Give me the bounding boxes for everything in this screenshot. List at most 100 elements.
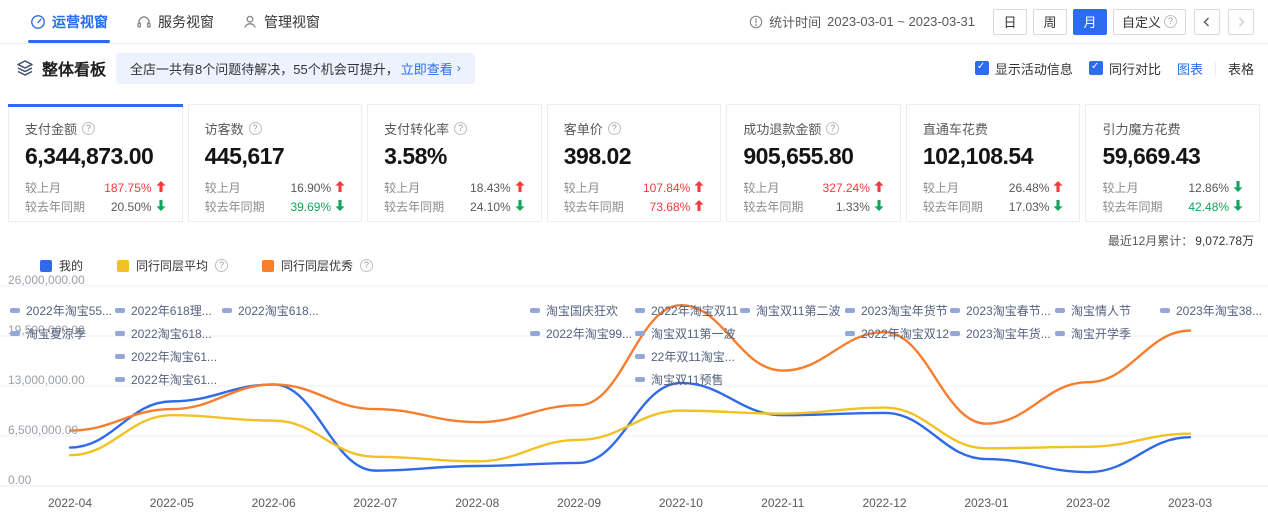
event-annotation[interactable]: 22年双11淘宝... bbox=[635, 348, 735, 365]
event-marker-icon bbox=[1160, 308, 1170, 313]
event-annotation[interactable]: 2022年618理... bbox=[115, 302, 212, 319]
kpi-mom-label: 较上月 bbox=[205, 179, 241, 198]
help-icon[interactable]: ? bbox=[608, 122, 621, 135]
kpi-yoy-pct: 42.48% bbox=[1188, 198, 1229, 217]
help-icon[interactable]: ? bbox=[1164, 15, 1177, 28]
nav-tab-dashboard[interactable]: 运营视窗 bbox=[16, 0, 122, 43]
tab-label: 管理视窗 bbox=[264, 12, 320, 32]
event-annotation[interactable]: 2022年淘宝99... bbox=[530, 325, 632, 342]
event-annotation[interactable]: 淘宝双11第一波 bbox=[635, 325, 735, 342]
event-annotation[interactable]: 2023淘宝春节... bbox=[950, 302, 1051, 319]
event-marker-icon bbox=[1055, 308, 1065, 313]
event-annotation[interactable]: 2022年淘宝61... bbox=[115, 371, 217, 388]
kpi-mom-label: 较上月 bbox=[25, 179, 61, 198]
view-table-option[interactable]: 表格 bbox=[1228, 59, 1254, 78]
kpi-card[interactable]: 支付转化率 ? 3.58% 较上月 18.43% 较去年同期 24.10% bbox=[367, 104, 542, 222]
kpi-value: 102,108.54 bbox=[923, 143, 1064, 170]
kpi-yoy-row: 较去年同期 20.50% bbox=[25, 198, 166, 217]
legend-label: 同行同层优秀 bbox=[281, 257, 353, 274]
chevron-left-icon bbox=[1202, 17, 1212, 27]
kpi-title: 引力魔方花费 bbox=[1102, 119, 1243, 138]
range-button-label: 月 bbox=[1083, 12, 1096, 31]
notice-link[interactable]: 立即查看 bbox=[401, 59, 453, 78]
trend-chart[interactable]: 26,000,000.0019,500,000.0013,000,000.006… bbox=[0, 276, 1268, 528]
event-annotation[interactable]: 淘宝情人节 bbox=[1055, 302, 1131, 319]
legend-swatch bbox=[40, 260, 52, 272]
event-marker-icon bbox=[635, 308, 645, 313]
kpi-card[interactable]: 访客数 ? 445,617 较上月 16.90% 较去年同期 39.69% bbox=[188, 104, 363, 222]
event-annotation[interactable]: 淘宝双11预售 bbox=[635, 371, 723, 388]
chevron-right-icon bbox=[1236, 17, 1246, 27]
series-line-同行同层平均[interactable] bbox=[70, 408, 1190, 462]
event-annotation-text: 2023年淘宝38... bbox=[1176, 302, 1262, 319]
legend-item[interactable]: 同行同层优秀 ? bbox=[262, 257, 373, 274]
kpi-mom-row: 较上月 327.24% bbox=[743, 179, 884, 198]
next-period-button[interactable] bbox=[1228, 9, 1254, 35]
kpi-title-text: 引力魔方花费 bbox=[1102, 119, 1180, 138]
nav-tab-headset[interactable]: 服务视窗 bbox=[122, 0, 228, 43]
x-axis-label: 2023-01 bbox=[964, 496, 1008, 510]
kpi-mom-row: 较上月 18.43% bbox=[384, 179, 525, 198]
event-annotation[interactable]: 2022年淘宝61... bbox=[115, 348, 217, 365]
event-annotation[interactable]: 2023淘宝年货节 bbox=[845, 302, 948, 319]
summary-value: 9,072.78万 bbox=[1195, 232, 1254, 249]
nav-tab-person[interactable]: 管理视窗 bbox=[228, 0, 334, 43]
help-icon[interactable]: ? bbox=[454, 122, 467, 135]
range-button[interactable]: 日 bbox=[993, 9, 1027, 35]
tab-label: 运营视窗 bbox=[52, 12, 108, 32]
help-icon[interactable]: ? bbox=[215, 259, 228, 272]
event-annotation[interactable]: 2023年淘宝38... bbox=[1160, 302, 1262, 319]
event-annotation[interactable]: 2022年淘宝双11 bbox=[635, 302, 738, 319]
view-chart-option[interactable]: 图表 bbox=[1177, 59, 1203, 78]
topbar-right: 统计时间 2023-03-01 ~ 2023-03-31 日 周 月 自定义 ? bbox=[749, 0, 1254, 43]
event-marker-icon bbox=[845, 308, 855, 313]
legend-item[interactable]: 我的 bbox=[40, 257, 83, 274]
summary-label: 最近12月累计： bbox=[1108, 232, 1193, 249]
event-annotation-text: 2023淘宝春节... bbox=[966, 302, 1051, 319]
kpi-yoy-label: 较去年同期 bbox=[205, 198, 265, 217]
range-button[interactable]: 自定义 ? bbox=[1113, 9, 1186, 35]
prev-period-button[interactable] bbox=[1194, 9, 1220, 35]
divider: ｜ bbox=[1209, 59, 1222, 78]
event-annotation[interactable]: 2022年淘宝55... bbox=[10, 302, 112, 319]
kpi-card[interactable]: 支付金额 ? 6,344,873.00 较上月 187.75% 较去年同期 20… bbox=[8, 104, 183, 222]
kpi-title: 支付金额 ? bbox=[25, 119, 166, 138]
trend-arrow-icon bbox=[874, 198, 884, 217]
checkbox-peer-compare[interactable]: 同行对比 bbox=[1089, 59, 1161, 78]
kpi-card[interactable]: 引力魔方花费 59,669.43 较上月 12.86% 较去年同期 42.48% bbox=[1085, 104, 1260, 222]
kpi-title-text: 支付转化率 bbox=[384, 119, 449, 138]
series-line-我的[interactable] bbox=[70, 383, 1190, 472]
legend-item[interactable]: 同行同层平均 ? bbox=[117, 257, 228, 274]
kpi-card[interactable]: 客单价 ? 398.02 较上月 107.84% 较去年同期 73.68% bbox=[547, 104, 722, 222]
kpi-yoy-value: 20.50% bbox=[111, 198, 166, 217]
kpi-value: 398.02 bbox=[564, 143, 705, 170]
range-button[interactable]: 月 bbox=[1073, 9, 1107, 35]
event-annotation[interactable]: 2022淘宝618... bbox=[115, 325, 212, 342]
arrow-down-icon bbox=[335, 200, 345, 211]
checkbox-show-activities[interactable]: 显示活动信息 bbox=[975, 59, 1073, 78]
help-icon[interactable]: ? bbox=[360, 259, 373, 272]
event-annotation[interactable]: 2022淘宝618... bbox=[222, 302, 319, 319]
kpi-yoy-label: 较去年同期 bbox=[743, 198, 803, 217]
event-annotation[interactable]: 淘宝双11第二波 bbox=[740, 302, 840, 319]
kpi-mom-row: 较上月 16.90% bbox=[205, 179, 346, 198]
event-annotation[interactable]: 淘宝国庆狂欢 bbox=[530, 302, 618, 319]
event-annotation[interactable]: 2022年淘宝双12 bbox=[845, 325, 949, 342]
event-marker-icon bbox=[115, 308, 125, 313]
event-annotation[interactable]: 淘宝开学季 bbox=[1055, 325, 1131, 342]
kpi-card[interactable]: 成功退款金额 ? 905,655.80 较上月 327.24% 较去年同期 1.… bbox=[726, 104, 901, 222]
range-button-label: 自定义 bbox=[1122, 12, 1161, 31]
kpi-yoy-row: 较去年同期 73.68% bbox=[564, 198, 705, 217]
view-tabs: 运营视窗 服务视窗 管理视窗 bbox=[16, 0, 334, 43]
legend-swatch bbox=[117, 260, 129, 272]
help-icon[interactable]: ? bbox=[249, 122, 262, 135]
range-button[interactable]: 周 bbox=[1033, 9, 1067, 35]
arrow-up-icon bbox=[1053, 181, 1063, 192]
event-annotation[interactable]: 淘宝夏凉季 bbox=[10, 325, 86, 342]
kpi-mom-pct: 187.75% bbox=[104, 179, 151, 198]
event-annotation[interactable]: 2023淘宝年货... bbox=[950, 325, 1051, 342]
kpi-card[interactable]: 直通车花费 102,108.54 较上月 26.48% 较去年同期 17.03% bbox=[906, 104, 1081, 222]
kpi-yoy-row: 较去年同期 1.33% bbox=[743, 198, 884, 217]
help-icon[interactable]: ? bbox=[826, 122, 839, 135]
help-icon[interactable]: ? bbox=[82, 122, 95, 135]
